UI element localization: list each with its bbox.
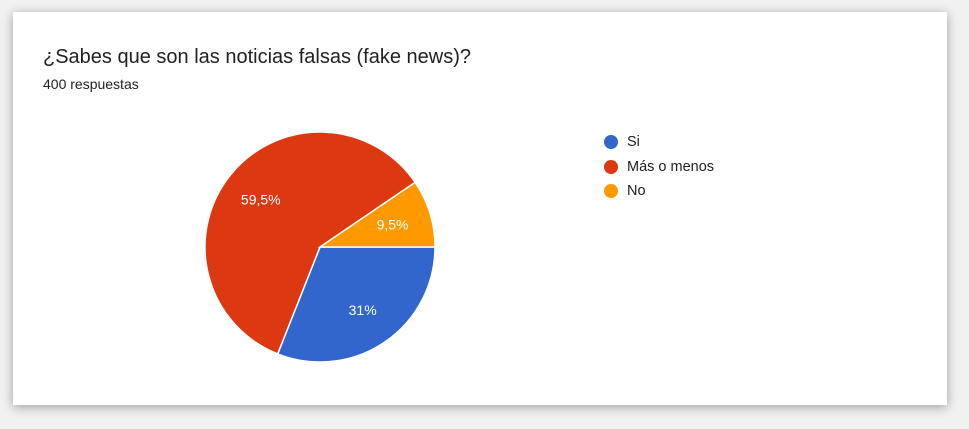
- legend-swatch-icon: [604, 159, 618, 174]
- legend-label: Si: [627, 134, 640, 151]
- legend-label: Más o menos: [627, 158, 715, 175]
- pie-slice-si[interactable]: [276, 246, 436, 363]
- legend-swatch-icon: [604, 135, 618, 150]
- legend-item-si[interactable]: Si: [604, 130, 714, 155]
- legend-item-mas-o-menos[interactable]: Más o menos: [604, 155, 714, 180]
- response-count: 400 respuestas: [43, 76, 139, 92]
- legend-swatch-icon: [604, 184, 618, 199]
- pie-slice-mas-o-menos[interactable]: [204, 131, 417, 355]
- chart-card: ¿Sabes que son las noticias falsas (fake…: [13, 12, 947, 405]
- slice-label-mas-o-menos: 59,5%: [241, 192, 281, 208]
- chart-legend: Si Más o menos No: [604, 130, 714, 204]
- pie-chart: 31% 59,5% 9,5%: [204, 131, 436, 363]
- chart-title: ¿Sabes que son las noticias falsas (fake…: [43, 46, 471, 68]
- legend-item-no[interactable]: No: [604, 179, 714, 204]
- legend-label: No: [627, 183, 646, 200]
- slice-label-si: 31%: [349, 302, 377, 318]
- slice-label-no: 9,5%: [377, 217, 409, 233]
- pie-slice-no[interactable]: [317, 181, 436, 248]
